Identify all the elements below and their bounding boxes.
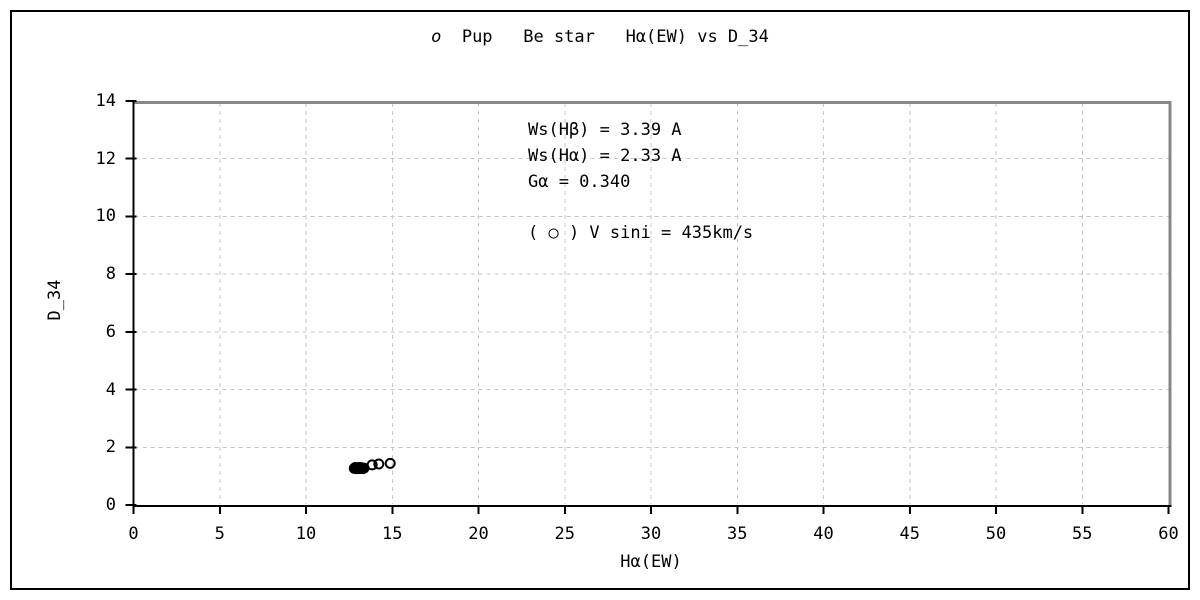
x-tick-label: 50 (985, 524, 1007, 544)
x-tick-label: 35 (727, 524, 748, 544)
y-tick-label: 10 (95, 206, 116, 227)
x-tick-label: 25 (554, 524, 575, 544)
x-tick-label: 5 (214, 524, 225, 544)
data-point-marker (384, 457, 396, 469)
x-tick-label: 30 (640, 524, 662, 544)
chart-outer-border (10, 10, 1190, 590)
y-tick-label: 4 (105, 379, 116, 400)
x-tick-label: 20 (468, 524, 489, 544)
chart-title: o Pup Be star Hα(EW) vs D_34 (0, 27, 1200, 47)
x-axis-label: Hα(EW) (620, 552, 682, 572)
x-tick-label: 10 (295, 524, 317, 544)
annotation-ws-hbeta: Ws(Hβ) = 3.39 A (528, 120, 682, 140)
x-tick-label: 15 (382, 524, 403, 544)
annotation-ws-halpha: Ws(Hα) = 2.33 A (528, 146, 682, 166)
y-tick-label: 14 (95, 91, 116, 111)
chart-title-rest: Pup Be star Hα(EW) vs D_34 (441, 27, 769, 47)
legend-vsini: ( ○ ) V sini = 435km/s (528, 223, 754, 243)
y-tick-label: 8 (105, 264, 116, 285)
y-tick-label: 12 (95, 148, 116, 169)
x-tick-label: 55 (1072, 524, 1093, 544)
y-tick-label: 0 (105, 495, 116, 515)
data-point-marker (373, 458, 385, 470)
y-tick-label: 2 (105, 437, 116, 458)
x-tick-label: 0 (128, 524, 139, 544)
chart-title-star-name: o (431, 27, 442, 47)
x-tick-label: 60 (1158, 524, 1179, 544)
x-tick-label: 45 (899, 524, 920, 544)
y-tick-label: 6 (105, 321, 116, 342)
x-tick-label: 40 (813, 524, 834, 544)
data-point-marker (366, 459, 378, 471)
annotation-g-alpha: Gα = 0.340 (528, 172, 631, 192)
